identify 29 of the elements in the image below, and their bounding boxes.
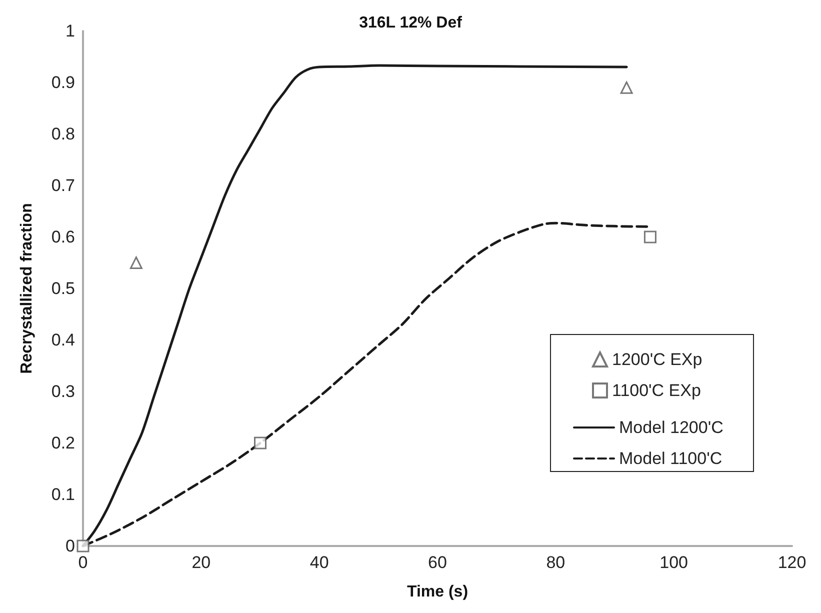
y-axis-title: Recrystallized fraction — [18, 203, 36, 374]
y-tick-label: 0.8 — [51, 124, 75, 144]
legend-label: 1100'C EXp — [612, 381, 701, 400]
y-tick-label: 0.1 — [51, 485, 75, 504]
y-tick-label: 0.5 — [51, 279, 75, 298]
x-tick-label: 120 — [778, 553, 806, 572]
y-tick-label: 0.4 — [51, 330, 75, 350]
point — [620, 81, 633, 94]
y-tick-label: 0 — [66, 536, 75, 556]
chart-title: 316L 12% Def — [359, 14, 463, 32]
x-tick-label: 100 — [660, 553, 688, 572]
y-tick-label: 0.9 — [51, 73, 75, 92]
y-tick-label: 0.2 — [51, 434, 75, 452]
x-tick-label: 60 — [428, 553, 447, 572]
legend-label: Model 1200'C — [619, 418, 724, 437]
y-tick-label: 0.3 — [51, 382, 75, 401]
x-axis-title: Time (s) — [406, 584, 468, 600]
y-tick-label: 0.7 — [51, 176, 75, 195]
point — [254, 436, 266, 450]
legend-label: 1200'C EXp — [612, 350, 702, 369]
legend-label: Model 1100'C — [619, 449, 722, 468]
point — [76, 540, 90, 552]
y-tick-label: 0.6 — [51, 228, 75, 246]
x-tick-label: 20 — [192, 553, 211, 572]
x-tick-label: 40 — [310, 553, 329, 572]
x-tick-label: 80 — [546, 553, 566, 572]
point — [644, 230, 656, 244]
x-tick-label: 0 — [78, 553, 88, 572]
y-tick-label: 1 — [66, 22, 75, 40]
